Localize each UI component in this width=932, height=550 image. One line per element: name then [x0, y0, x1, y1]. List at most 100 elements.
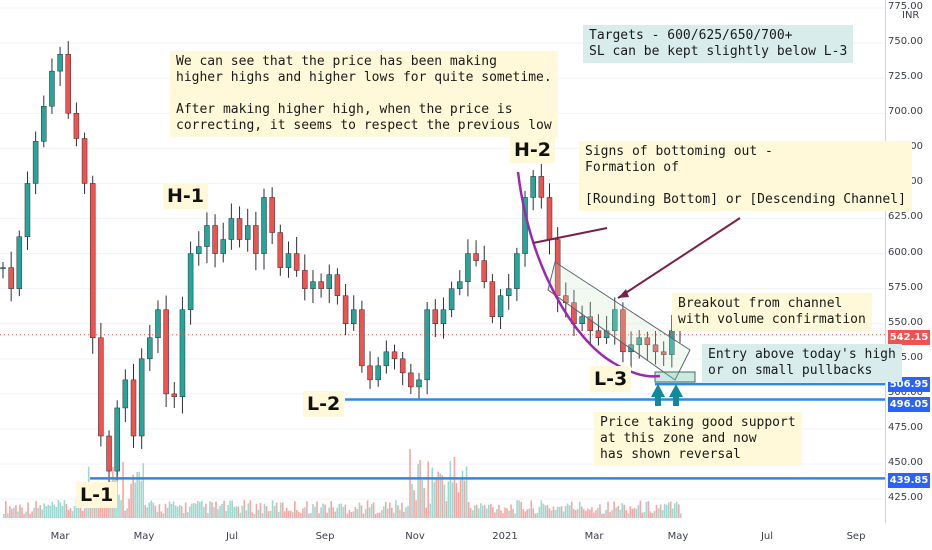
volume-bar-10 [23, 513, 25, 518]
volume-bar-130 [265, 506, 268, 518]
volume-bar-176 [358, 502, 361, 518]
candle-body-66 [538, 176, 545, 198]
candle-body-33 [269, 197, 275, 233]
volume-bar-111 [227, 505, 229, 518]
x-tick-8: Jul [760, 531, 774, 542]
volume-bar-266 [540, 500, 543, 518]
volume-bar-84 [172, 501, 175, 518]
volume-bar-173 [352, 511, 355, 518]
volume-bar-129 [263, 503, 266, 518]
note-targets[interactable]: Targets - 600/625/650/700+ SL can be kep… [583, 25, 854, 63]
volume-bar-276 [560, 506, 563, 518]
note-bottoming[interactable]: Signs of bottoming out - Formation of [R… [579, 141, 912, 211]
volume-bar-106 [217, 509, 219, 518]
candle-body-14 [114, 407, 120, 472]
volume-bar-49 [102, 502, 104, 518]
volume-bar-32 [67, 510, 70, 518]
volume-bar-72 [148, 502, 151, 518]
volume-bar-40 [83, 508, 86, 518]
candle-body-40 [326, 274, 333, 289]
volume-bar-168 [342, 506, 345, 518]
label-l3[interactable]: L-3 [590, 366, 632, 392]
volume-bar-293 [595, 510, 597, 518]
volume-bar-274 [556, 506, 559, 518]
volume-bar-59 [122, 461, 124, 518]
volume-bar-131 [267, 511, 270, 518]
candle-body-24 [196, 246, 202, 254]
candle-body-12 [98, 337, 104, 437]
candle-body-82 [669, 330, 675, 355]
support-arrow-2-head [669, 384, 683, 397]
volume-bar-105 [215, 501, 217, 518]
volume-bar-24 [51, 501, 54, 518]
volume-bar-89 [182, 512, 185, 518]
candle-body-43 [350, 309, 357, 324]
candle-body-56 [457, 281, 463, 289]
candle-body-37 [302, 270, 308, 289]
x-tick-5: 2021 [492, 531, 518, 542]
volume-bar-229 [465, 466, 468, 518]
volume-bar-33 [69, 508, 72, 518]
volume-bar-221 [449, 460, 452, 518]
volume-bar-203 [413, 490, 415, 518]
volume-bar-14 [31, 511, 33, 518]
volume-bar-327 [663, 503, 666, 518]
volume-bar-68 [140, 480, 143, 518]
volume-bar-133 [271, 500, 274, 518]
price-chart [0, 7, 885, 518]
volume-bar-75 [154, 505, 157, 518]
volume-bar-324 [657, 508, 660, 518]
volume-bar-244 [496, 509, 498, 518]
volume-bar-301 [611, 509, 613, 518]
volume-bar-153 [312, 504, 314, 518]
volume-bar-166 [338, 503, 341, 518]
volume-bar-46 [95, 504, 98, 518]
note-breakout[interactable]: Breakout from channel with volume confir… [672, 293, 872, 331]
label-h1[interactable]: H-1 [163, 183, 209, 209]
volume-bar-83 [170, 503, 173, 518]
descending-channel [547, 261, 691, 381]
label-h2[interactable]: H-2 [510, 137, 556, 163]
volume-bar-73 [150, 500, 153, 518]
note-support[interactable]: Price taking good support at this zone a… [594, 412, 802, 466]
volume-bar-141 [287, 510, 290, 518]
y-tick-3: 700.00 [888, 106, 923, 118]
volume-bar-332 [673, 503, 676, 518]
candle-body-52 [424, 309, 430, 381]
volume-bar-282 [572, 509, 575, 518]
volume-bar-258 [524, 511, 526, 518]
volume-bar-127 [259, 502, 262, 518]
volume-bar-200 [407, 505, 409, 518]
candle-body-46 [375, 365, 381, 381]
volume-bar-4 [11, 508, 13, 518]
volume-bar-11 [25, 511, 27, 518]
volume-bar-171 [348, 510, 351, 518]
volume-bar-314 [637, 505, 640, 518]
volume-bar-122 [249, 500, 252, 518]
y-tick-1: 750.00 [888, 36, 923, 48]
price-axis[interactable] [885, 0, 932, 523]
volume-bar-70 [144, 505, 147, 518]
volume-bar-162 [330, 501, 332, 518]
candle-body-22 [179, 309, 186, 397]
label-l1[interactable]: L-1 [76, 482, 118, 508]
volume-bar-305 [619, 509, 621, 518]
volume-bar-143 [291, 512, 294, 518]
candle-body-18 [147, 337, 153, 360]
volume-bar-254 [516, 500, 518, 518]
volume-bar-169 [344, 504, 347, 518]
volume-bar-52 [108, 505, 110, 518]
note-trend[interactable]: We can see that the price has been makin… [170, 51, 558, 137]
volume-bar-311 [631, 508, 634, 518]
volume-bar-16 [35, 501, 37, 518]
volume-bar-108 [221, 503, 223, 518]
volume-bar-231 [469, 507, 472, 518]
volume-bar-165 [336, 507, 339, 518]
note-entry[interactable]: Entry above today's high or on small pul… [702, 344, 902, 382]
candle-body-76 [620, 309, 626, 353]
label-l2[interactable]: L-2 [303, 391, 345, 417]
volume-bar-159 [324, 504, 326, 518]
volume-bar-329 [667, 502, 670, 518]
volume-bar-121 [247, 503, 250, 518]
volume-bar-29 [61, 505, 64, 518]
